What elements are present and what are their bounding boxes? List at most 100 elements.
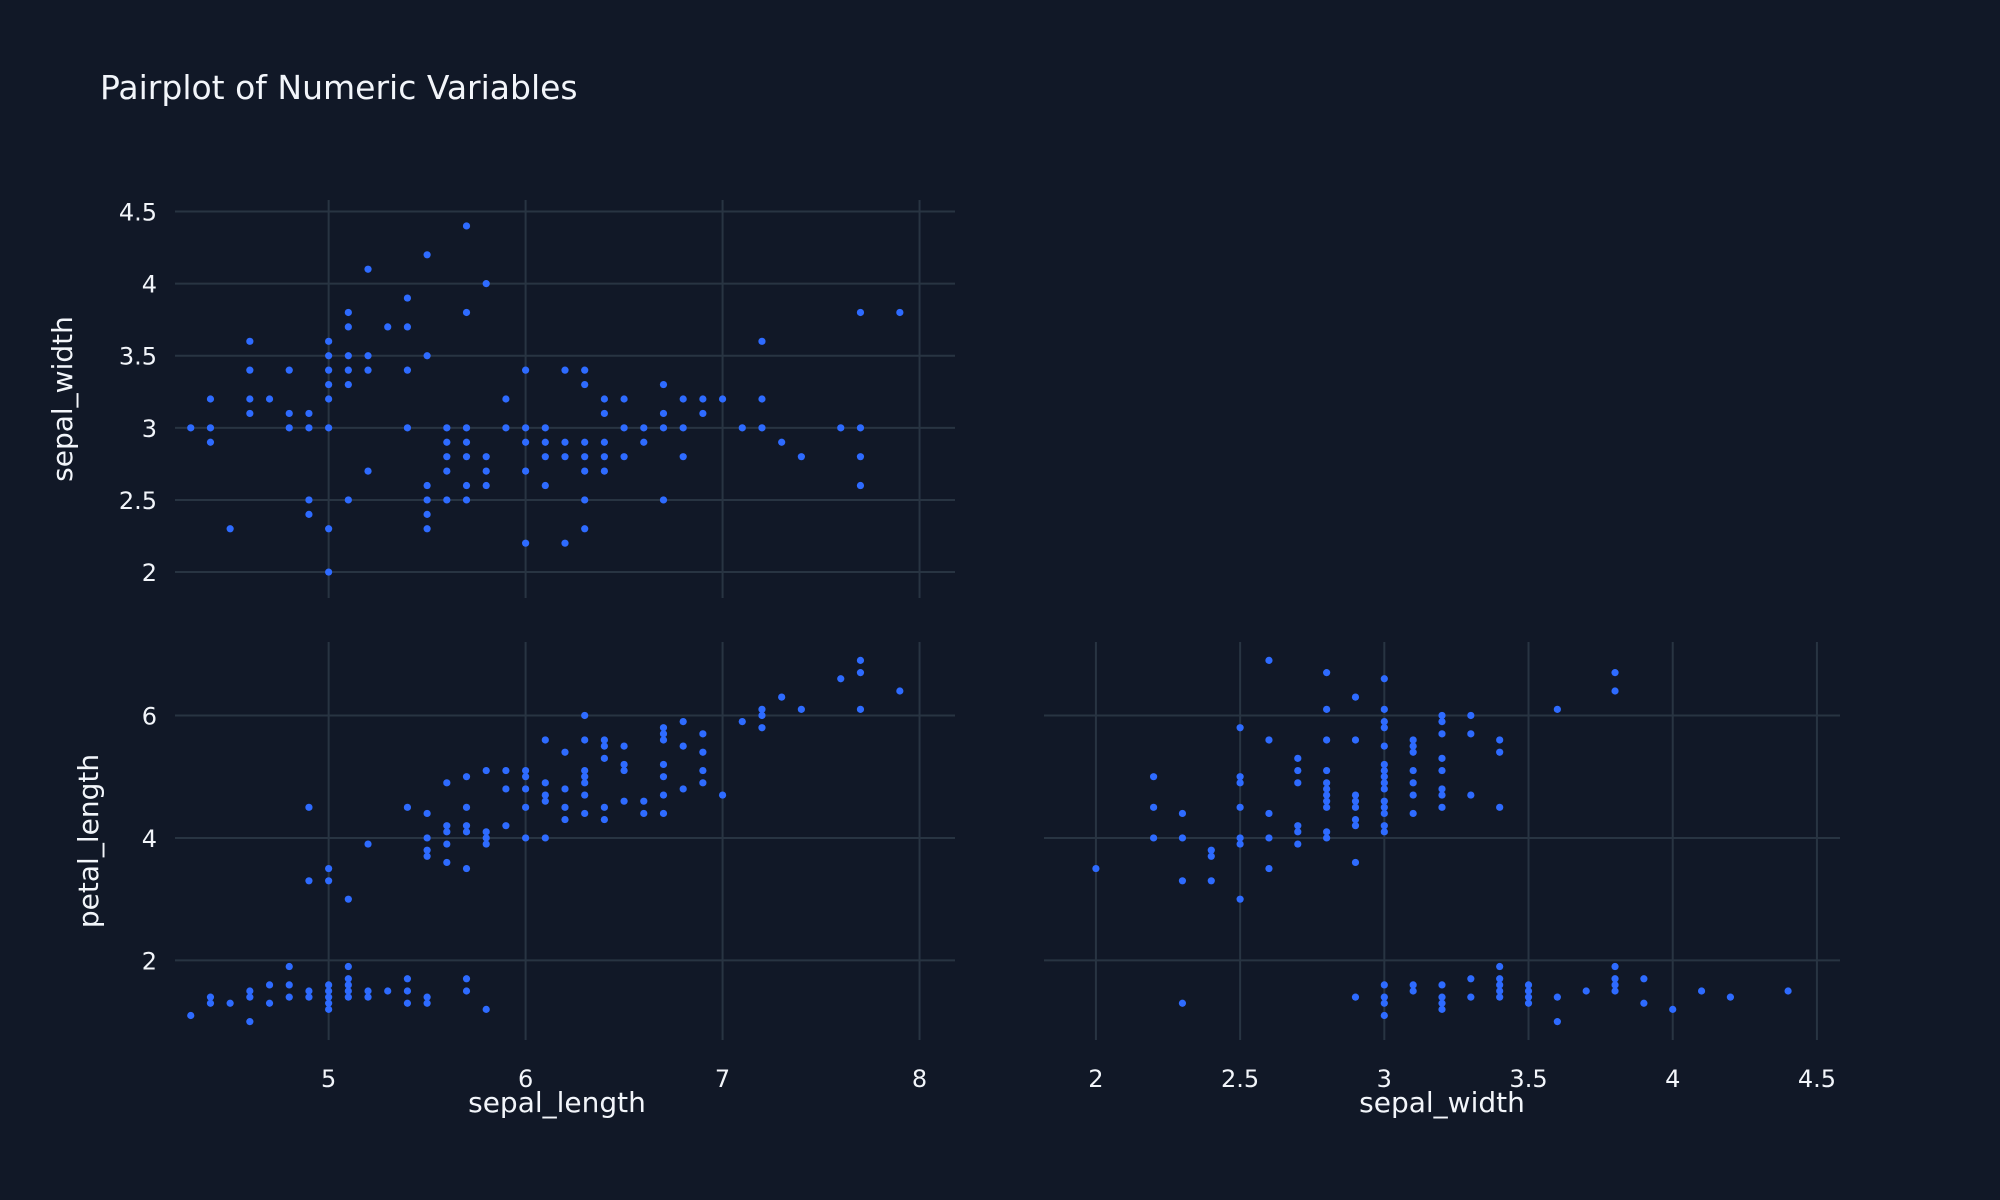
data-point[interactable] — [206, 395, 215, 403]
data-point[interactable] — [600, 438, 608, 446]
data-point[interactable] — [403, 987, 412, 995]
data-point[interactable] — [1380, 779, 1388, 787]
data-point[interactable] — [1611, 962, 1619, 971]
data-point[interactable] — [403, 803, 412, 811]
data-point[interactable] — [502, 766, 510, 775]
data-point[interactable] — [1409, 736, 1417, 744]
data-point[interactable] — [1149, 834, 1158, 842]
data-point[interactable] — [325, 999, 333, 1007]
data-point[interactable] — [1351, 693, 1360, 701]
data-point[interactable] — [443, 858, 451, 867]
data-point[interactable] — [541, 779, 549, 787]
data-point[interactable] — [541, 481, 549, 490]
data-point[interactable] — [620, 742, 628, 750]
data-point[interactable] — [659, 409, 668, 418]
data-point[interactable] — [1438, 981, 1446, 989]
data-point[interactable] — [482, 828, 490, 836]
data-point[interactable] — [325, 424, 333, 432]
data-point[interactable] — [423, 352, 431, 360]
data-point[interactable] — [344, 962, 352, 971]
data-point[interactable] — [423, 999, 431, 1007]
data-point[interactable] — [1496, 736, 1504, 744]
data-point[interactable] — [1438, 993, 1446, 1001]
data-point[interactable] — [206, 999, 215, 1007]
data-point[interactable] — [600, 815, 608, 824]
data-point[interactable] — [1236, 803, 1244, 811]
data-point[interactable] — [856, 453, 865, 461]
data-point[interactable] — [462, 987, 471, 995]
data-point[interactable] — [423, 993, 431, 1001]
data-point[interactable] — [659, 424, 668, 432]
data-point[interactable] — [1265, 864, 1273, 873]
data-point[interactable] — [1380, 705, 1388, 713]
data-point[interactable] — [541, 791, 549, 799]
data-point[interactable] — [600, 395, 608, 403]
data-point[interactable] — [364, 840, 372, 848]
data-point[interactable] — [423, 510, 431, 518]
data-point[interactable] — [522, 438, 530, 446]
data-point[interactable] — [1380, 718, 1388, 726]
data-point[interactable] — [403, 999, 412, 1007]
data-point[interactable] — [423, 481, 431, 490]
data-point[interactable] — [206, 424, 215, 432]
data-point[interactable] — [1380, 742, 1388, 750]
data-point[interactable] — [1438, 754, 1446, 762]
data-point[interactable] — [305, 803, 313, 811]
data-point[interactable] — [1380, 1011, 1388, 1020]
data-point[interactable] — [1524, 981, 1533, 989]
data-point[interactable] — [1178, 999, 1187, 1007]
data-point[interactable] — [600, 467, 608, 475]
data-point[interactable] — [1697, 987, 1706, 995]
data-point[interactable] — [699, 766, 707, 775]
data-point[interactable] — [1496, 981, 1504, 989]
data-point[interactable] — [364, 993, 372, 1001]
data-point[interactable] — [462, 481, 471, 490]
data-point[interactable] — [344, 975, 352, 983]
data-point[interactable] — [1611, 687, 1619, 695]
data-point[interactable] — [325, 568, 333, 576]
data-point[interactable] — [837, 424, 845, 432]
data-point[interactable] — [364, 467, 372, 475]
data-point[interactable] — [1236, 779, 1244, 787]
data-point[interactable] — [344, 993, 352, 1001]
data-point[interactable] — [659, 730, 668, 738]
data-point[interactable] — [659, 724, 668, 732]
data-point[interactable] — [1178, 809, 1187, 818]
data-point[interactable] — [1467, 993, 1475, 1001]
data-point[interactable] — [1380, 822, 1388, 830]
data-point[interactable] — [305, 877, 313, 885]
data-point[interactable] — [1380, 773, 1388, 781]
data-point[interactable] — [1323, 797, 1331, 805]
data-point[interactable] — [1323, 785, 1331, 793]
data-point[interactable] — [462, 438, 471, 446]
data-point[interactable] — [561, 438, 569, 446]
data-point[interactable] — [502, 424, 510, 432]
data-point[interactable] — [482, 467, 490, 475]
data-point[interactable] — [1351, 815, 1360, 824]
data-point[interactable] — [718, 395, 727, 403]
data-point[interactable] — [738, 718, 746, 726]
data-point[interactable] — [581, 711, 589, 720]
data-point[interactable] — [285, 366, 293, 374]
data-point[interactable] — [640, 424, 648, 432]
data-point[interactable] — [246, 993, 254, 1001]
data-point[interactable] — [522, 766, 530, 775]
data-point[interactable] — [659, 791, 668, 799]
data-point[interactable] — [443, 822, 451, 830]
data-point[interactable] — [541, 453, 549, 461]
data-point[interactable] — [1265, 656, 1273, 664]
data-point[interactable] — [285, 424, 293, 432]
data-point[interactable] — [1438, 711, 1446, 720]
data-point[interactable] — [482, 1005, 490, 1013]
data-point[interactable] — [187, 424, 195, 432]
data-point[interactable] — [699, 395, 707, 403]
data-point[interactable] — [581, 438, 589, 446]
data-point[interactable] — [403, 366, 412, 374]
data-point[interactable] — [679, 424, 687, 432]
data-point[interactable] — [325, 864, 333, 873]
data-point[interactable] — [1092, 864, 1100, 873]
data-point[interactable] — [305, 424, 313, 432]
data-point[interactable] — [620, 424, 628, 432]
data-point[interactable] — [522, 424, 530, 432]
data-point[interactable] — [1380, 803, 1388, 811]
